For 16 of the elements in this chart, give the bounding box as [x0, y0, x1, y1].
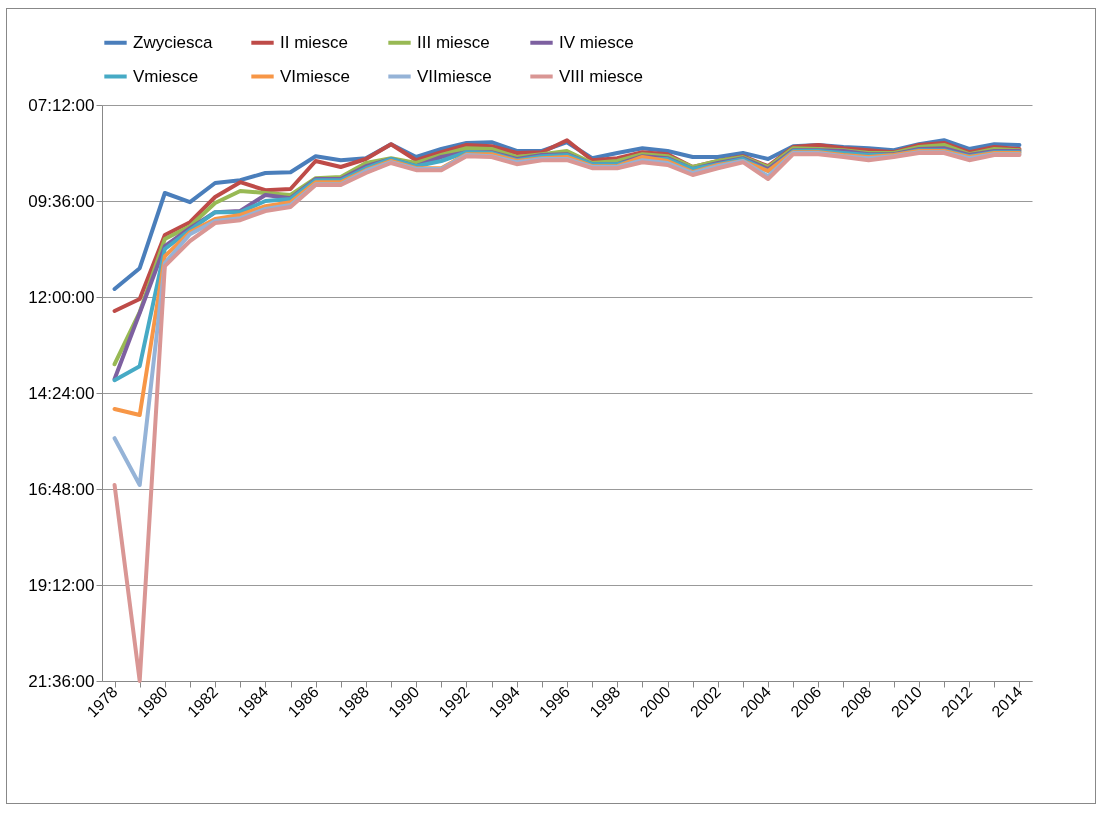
line-series	[112, 151, 1022, 683]
legend-label: VImiesce	[280, 66, 350, 86]
legend-label: II miesce	[280, 32, 349, 52]
legend-label: VIII miesce	[559, 66, 644, 86]
legend-label: Vmiesce	[133, 66, 199, 86]
y-tick-label: 16:48:00	[28, 479, 95, 499]
y-tick-label: 19:12:00	[28, 575, 95, 595]
legend-label: VIImiesce	[417, 66, 492, 86]
legend-label: III miesce	[417, 32, 490, 52]
y-tick-label: 09:36:00	[28, 191, 95, 211]
legend-label: IV miesce	[559, 32, 634, 52]
y-tick-label: 07:12:00	[28, 95, 95, 115]
y-tick-label: 14:24:00	[28, 383, 95, 403]
legend-label: Zwyciesca	[133, 32, 213, 52]
y-tick-label: 21:36:00	[28, 671, 95, 691]
y-tick-label: 12:00:00	[28, 287, 95, 307]
